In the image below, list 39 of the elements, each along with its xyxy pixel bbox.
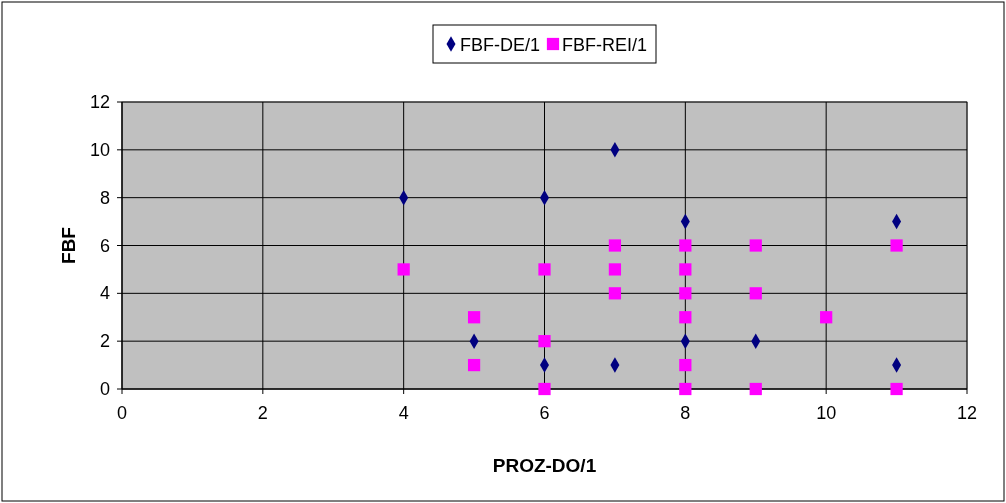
point bbox=[749, 287, 762, 300]
point bbox=[679, 239, 692, 252]
y-tick-label: 6 bbox=[99, 235, 110, 256]
y-tick-label: 12 bbox=[89, 92, 110, 112]
x-tick-label: 6 bbox=[539, 403, 550, 423]
point bbox=[890, 382, 903, 396]
x-tick-label: 10 bbox=[816, 403, 837, 423]
point bbox=[538, 335, 551, 348]
legend-label: FBF-REI/1 bbox=[562, 35, 648, 55]
point bbox=[467, 358, 481, 372]
y-tick-label: 4 bbox=[99, 283, 110, 304]
legend-label: FBF-DE/1 bbox=[460, 35, 541, 55]
y-axis-title: FBF bbox=[58, 227, 79, 264]
point bbox=[749, 382, 762, 396]
point bbox=[608, 287, 622, 300]
point bbox=[890, 239, 903, 252]
x-tick-label: 0 bbox=[116, 403, 128, 423]
point bbox=[679, 382, 692, 396]
point bbox=[538, 263, 551, 276]
point bbox=[679, 311, 692, 324]
point bbox=[538, 382, 551, 396]
y-tick-label: 10 bbox=[89, 139, 110, 160]
x-tick-label: 12 bbox=[956, 403, 978, 423]
point bbox=[679, 287, 692, 300]
point bbox=[749, 239, 762, 252]
x-tick-label: 4 bbox=[398, 403, 409, 423]
y-tick-label: 2 bbox=[99, 331, 110, 352]
point bbox=[608, 263, 622, 276]
point bbox=[820, 311, 833, 324]
point bbox=[679, 263, 692, 276]
point bbox=[467, 311, 481, 324]
point bbox=[397, 263, 410, 276]
point bbox=[679, 358, 692, 372]
x-tick-label: 8 bbox=[680, 403, 691, 423]
y-tick-label: 8 bbox=[99, 187, 110, 208]
x-tick-label: 2 bbox=[257, 403, 268, 423]
x-axis-title: PROZ-DO/1 bbox=[492, 455, 597, 476]
y-tick-label: 0 bbox=[99, 379, 110, 399]
point bbox=[608, 239, 622, 252]
